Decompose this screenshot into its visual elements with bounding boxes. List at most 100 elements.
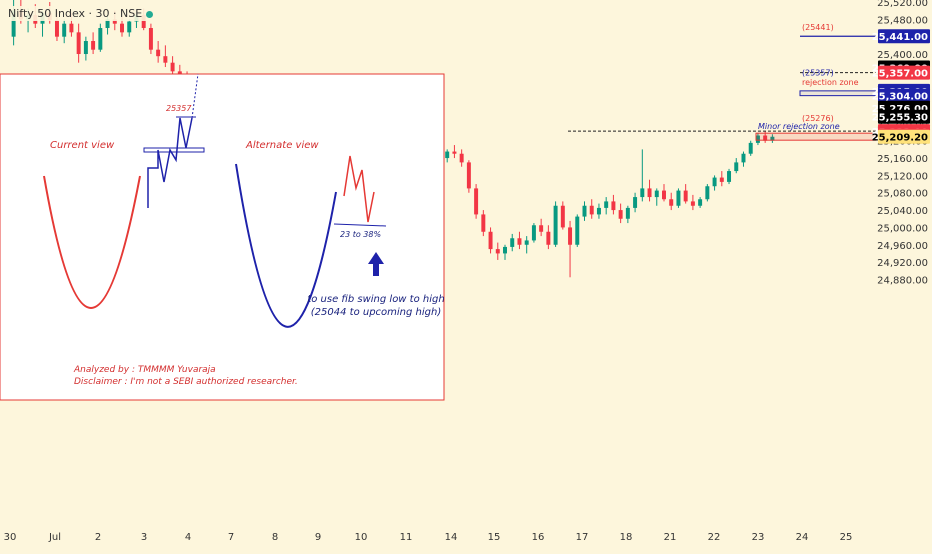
peak-label: 25357 xyxy=(166,104,192,113)
candle-body xyxy=(568,227,573,245)
candle-body xyxy=(54,20,59,37)
candle-body xyxy=(531,225,536,241)
time-tick: 11 xyxy=(400,532,413,543)
candle-body xyxy=(755,135,760,143)
time-tick: 16 xyxy=(532,532,545,543)
market-status-dot xyxy=(146,10,154,18)
candle-body xyxy=(546,231,551,245)
candle-body xyxy=(11,10,16,37)
candle-body xyxy=(163,56,168,63)
minor-rejection-zone-box xyxy=(755,132,877,141)
candle-body xyxy=(120,23,124,33)
candle-body xyxy=(770,136,775,141)
candle-body xyxy=(748,142,753,154)
candle-body xyxy=(712,177,717,187)
candle-body xyxy=(76,32,81,55)
candle-body xyxy=(683,190,688,202)
price-tick: 24,960.00 xyxy=(877,241,928,252)
candle-body xyxy=(705,186,710,200)
level-label-25357: (25357) xyxy=(802,69,834,78)
price-label-bg xyxy=(878,88,930,103)
candle-body xyxy=(524,240,529,245)
candle-body xyxy=(466,162,471,189)
candle-body xyxy=(539,225,544,232)
candle-body xyxy=(582,205,587,217)
candle-body xyxy=(141,15,146,29)
price-label: 25,255.30 xyxy=(872,113,928,124)
candle-body xyxy=(91,41,96,50)
candle-body xyxy=(604,201,609,208)
price-tick: 25,040.00 xyxy=(877,206,928,217)
candle-body xyxy=(734,162,739,172)
up-arrow-icon xyxy=(368,252,384,276)
candle-body xyxy=(633,197,638,208)
price-label: 25,441.00 xyxy=(872,32,928,43)
candle-body xyxy=(62,23,67,37)
peak-dotted-line xyxy=(191,73,199,119)
price-tick: 25,120.00 xyxy=(877,171,928,182)
current-view-zigzag xyxy=(147,117,193,208)
time-tick: 9 xyxy=(315,532,321,543)
price-tick: 24,920.00 xyxy=(877,258,928,269)
candle-body xyxy=(517,238,522,245)
candle-body xyxy=(445,151,450,159)
candle-body xyxy=(105,19,110,29)
time-tick: 25 xyxy=(840,532,853,543)
candle-body xyxy=(654,190,659,198)
candle-body xyxy=(148,28,153,50)
candle-body xyxy=(676,190,681,206)
time-tick: 23 xyxy=(752,532,765,543)
price-label-bg xyxy=(878,129,930,144)
time-tick: 4 xyxy=(185,532,191,543)
time-tick: 8 xyxy=(272,532,278,543)
candle-body xyxy=(474,188,479,215)
disclaimer-line: Disclaimer : I'm not a SEBI authorized r… xyxy=(74,377,298,387)
price-label: 25,276.00 xyxy=(872,104,928,115)
symbol-label[interactable]: Nifty 50 Index · 30 · NSE xyxy=(4,6,158,21)
level-label-25441: (25441) xyxy=(802,23,834,32)
time-tick: 21 xyxy=(664,532,677,543)
time-tick: 14 xyxy=(445,532,458,543)
time-tick: 10 xyxy=(355,532,368,543)
candle-body xyxy=(640,188,645,198)
price-label-bg xyxy=(878,109,930,124)
candle-body xyxy=(553,205,558,245)
price-tick: 25,520.00 xyxy=(877,0,928,9)
price-label: 25,304.00 xyxy=(872,92,928,103)
time-tick: 3 xyxy=(141,532,147,543)
time-tick: 30 xyxy=(4,532,17,543)
level-label-25276: (25276) xyxy=(802,114,834,123)
alternate-view-label: Alternate view xyxy=(245,140,319,151)
price-tick: 25,480.00 xyxy=(877,15,928,26)
candle-body xyxy=(452,151,457,154)
candle-body xyxy=(83,41,88,55)
candle-body xyxy=(698,199,703,206)
candle-body xyxy=(481,214,486,232)
time-tick: 17 xyxy=(576,532,589,543)
candle-body xyxy=(495,249,500,254)
candle-body xyxy=(589,205,594,215)
time-tick: 2 xyxy=(95,532,101,543)
price-label-bg xyxy=(878,65,930,80)
candle-body xyxy=(611,201,616,211)
candle-body xyxy=(669,199,674,206)
candle-body xyxy=(112,19,117,24)
author-line: Analyzed by : TMMMM Yuvaraja xyxy=(73,365,216,375)
price-label: 25,357.00 xyxy=(872,69,928,80)
candle-body xyxy=(560,205,565,228)
time-tick: 7 xyxy=(228,532,234,543)
candle-body xyxy=(618,210,623,219)
candle-body xyxy=(719,177,724,182)
candle-body xyxy=(596,207,601,215)
candle-body xyxy=(488,231,493,250)
candle-body xyxy=(741,153,746,163)
candle-body xyxy=(127,21,132,33)
candle-body xyxy=(98,28,103,50)
time-tick: Jul xyxy=(48,532,61,543)
price-tick: 25,000.00 xyxy=(877,223,928,234)
time-tick: 24 xyxy=(796,532,809,543)
rejection-zone-label: rejection zone xyxy=(802,78,859,87)
price-tick: 25,080.00 xyxy=(877,189,928,200)
